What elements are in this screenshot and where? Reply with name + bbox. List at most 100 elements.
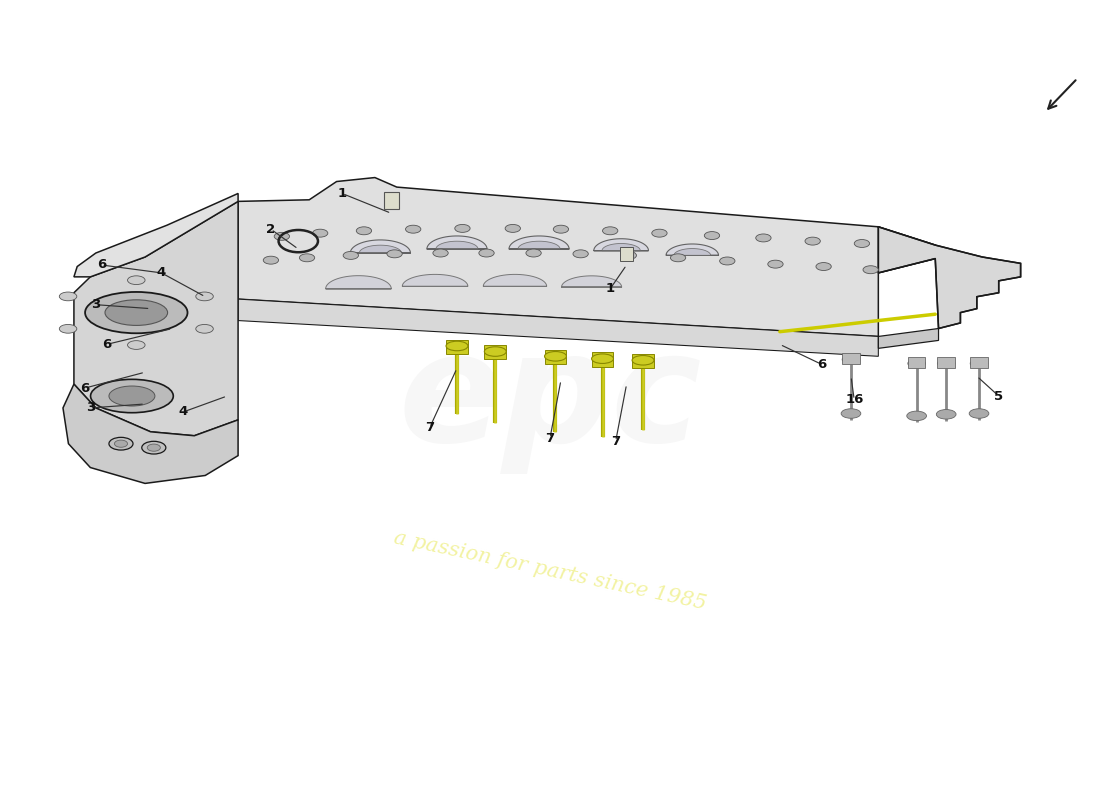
Polygon shape	[436, 241, 478, 249]
Ellipse shape	[768, 260, 783, 268]
Ellipse shape	[109, 438, 133, 450]
Text: 7: 7	[612, 435, 620, 448]
Ellipse shape	[632, 355, 654, 365]
Text: 6: 6	[817, 358, 826, 370]
Text: 7: 7	[425, 422, 435, 434]
Ellipse shape	[937, 359, 955, 367]
Polygon shape	[360, 245, 401, 253]
Ellipse shape	[128, 276, 145, 285]
Polygon shape	[620, 246, 634, 261]
Polygon shape	[970, 357, 988, 368]
Ellipse shape	[936, 410, 956, 419]
Polygon shape	[666, 244, 718, 255]
Ellipse shape	[704, 231, 719, 239]
Polygon shape	[594, 238, 649, 250]
Ellipse shape	[85, 292, 187, 334]
Polygon shape	[483, 274, 547, 286]
Text: 6: 6	[80, 382, 89, 394]
Text: 3: 3	[91, 298, 100, 311]
Polygon shape	[238, 299, 878, 356]
Ellipse shape	[196, 325, 213, 333]
Polygon shape	[518, 241, 560, 249]
Ellipse shape	[553, 226, 569, 233]
Text: 4: 4	[178, 406, 188, 418]
Polygon shape	[602, 243, 640, 250]
Ellipse shape	[312, 229, 328, 237]
Polygon shape	[238, 178, 935, 337]
Ellipse shape	[454, 225, 470, 232]
Ellipse shape	[573, 250, 588, 258]
Polygon shape	[908, 357, 925, 368]
Polygon shape	[350, 240, 410, 253]
Ellipse shape	[128, 341, 145, 350]
Ellipse shape	[603, 227, 618, 234]
Text: 5: 5	[994, 390, 1003, 402]
Text: a passion for parts since 1985: a passion for parts since 1985	[392, 528, 708, 614]
Ellipse shape	[970, 359, 988, 367]
Polygon shape	[544, 350, 566, 364]
Ellipse shape	[592, 354, 614, 363]
Text: 6: 6	[97, 258, 106, 271]
Ellipse shape	[446, 342, 468, 350]
Ellipse shape	[299, 254, 315, 262]
Polygon shape	[592, 352, 614, 366]
Ellipse shape	[842, 409, 861, 418]
Ellipse shape	[433, 249, 448, 257]
Ellipse shape	[387, 250, 403, 258]
Text: 4: 4	[157, 266, 166, 279]
Ellipse shape	[263, 256, 278, 264]
Ellipse shape	[843, 355, 860, 363]
Ellipse shape	[104, 300, 167, 326]
Text: 7: 7	[546, 432, 554, 445]
Ellipse shape	[670, 254, 685, 262]
Ellipse shape	[526, 249, 541, 257]
Ellipse shape	[147, 444, 161, 451]
Text: 1: 1	[606, 282, 615, 295]
Ellipse shape	[906, 411, 926, 421]
Ellipse shape	[406, 226, 421, 233]
Polygon shape	[632, 354, 654, 368]
Ellipse shape	[274, 232, 289, 240]
Polygon shape	[484, 345, 506, 359]
Ellipse shape	[969, 409, 989, 418]
Ellipse shape	[505, 225, 520, 232]
Ellipse shape	[908, 359, 925, 367]
Polygon shape	[878, 329, 938, 348]
Ellipse shape	[478, 249, 494, 257]
Text: 1: 1	[338, 187, 346, 200]
Ellipse shape	[356, 227, 372, 234]
Ellipse shape	[805, 237, 821, 245]
Ellipse shape	[196, 292, 213, 301]
Ellipse shape	[59, 292, 77, 301]
Text: 6: 6	[102, 338, 111, 351]
Ellipse shape	[343, 251, 359, 259]
Polygon shape	[509, 236, 569, 249]
Ellipse shape	[109, 386, 155, 406]
Ellipse shape	[652, 229, 667, 237]
Polygon shape	[937, 357, 955, 368]
Ellipse shape	[59, 325, 77, 333]
Polygon shape	[384, 192, 399, 210]
Polygon shape	[561, 276, 621, 287]
Polygon shape	[427, 236, 487, 249]
Ellipse shape	[90, 379, 174, 413]
Text: 16: 16	[845, 394, 864, 406]
Polygon shape	[74, 202, 238, 436]
Ellipse shape	[142, 442, 166, 454]
Ellipse shape	[114, 440, 128, 447]
Text: epc: epc	[398, 326, 702, 474]
Ellipse shape	[756, 234, 771, 242]
Polygon shape	[674, 249, 711, 255]
Ellipse shape	[621, 251, 637, 259]
Polygon shape	[843, 353, 860, 364]
Polygon shape	[74, 194, 238, 277]
Polygon shape	[326, 276, 392, 289]
Ellipse shape	[855, 239, 870, 247]
Ellipse shape	[816, 262, 832, 270]
Ellipse shape	[484, 346, 506, 356]
Ellipse shape	[544, 351, 566, 361]
Ellipse shape	[864, 266, 878, 274]
Polygon shape	[63, 384, 238, 483]
Ellipse shape	[719, 257, 735, 265]
Polygon shape	[878, 227, 1021, 329]
